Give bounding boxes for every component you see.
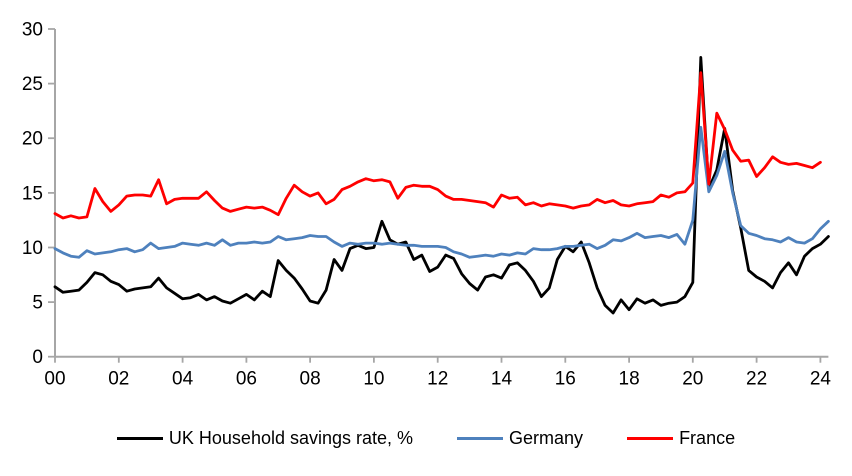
y-tick-label: 20	[22, 129, 43, 150]
y-tick-label: 25	[22, 74, 43, 95]
legend-line-france-icon	[627, 437, 674, 440]
x-tick-label: 00	[44, 369, 65, 390]
legend-label-uk: UK Household savings rate, %	[168, 428, 414, 448]
y-tick-label: 10	[22, 238, 43, 259]
y-axis: 0 5 10 15 20 25 30	[22, 20, 56, 368]
x-tick-label: 18	[619, 369, 640, 390]
x-tick-label: 16	[555, 369, 576, 390]
legend-label-germany: Germany	[509, 428, 584, 448]
x-tick-label: 14	[491, 369, 513, 390]
legend: UK Household savings rate, % Germany Fra…	[0, 428, 852, 449]
series-france-line	[53, 71, 822, 220]
x-axis: 00 02 04 06 08 10 12 14 16 18 20 22 24	[44, 355, 832, 390]
x-tick-label: 02	[108, 369, 129, 390]
legend-item-germany: Germany	[457, 428, 583, 449]
legend-label-france: France	[679, 428, 736, 448]
x-tick-label: 04	[172, 369, 194, 390]
x-tick-label: 20	[682, 369, 703, 390]
series-germany-line	[53, 125, 830, 259]
y-tick-label: 30	[22, 20, 43, 41]
legend-line-germany-icon	[457, 437, 504, 440]
y-tick-label: 5	[32, 293, 43, 314]
x-tick-label: 10	[363, 369, 384, 390]
x-tick-label: 06	[236, 369, 257, 390]
legend-item-uk: UK Household savings rate, %	[116, 428, 414, 449]
legend-item-france: France	[627, 428, 735, 449]
y-tick-label: 0	[32, 347, 43, 368]
legend-line-uk-icon	[116, 437, 163, 440]
x-tick-label: 22	[746, 369, 767, 390]
y-tick-label: 15	[22, 183, 43, 204]
x-tick-label: 12	[427, 369, 448, 390]
x-tick-label: 08	[300, 369, 321, 390]
x-tick-label: 24	[810, 369, 832, 390]
